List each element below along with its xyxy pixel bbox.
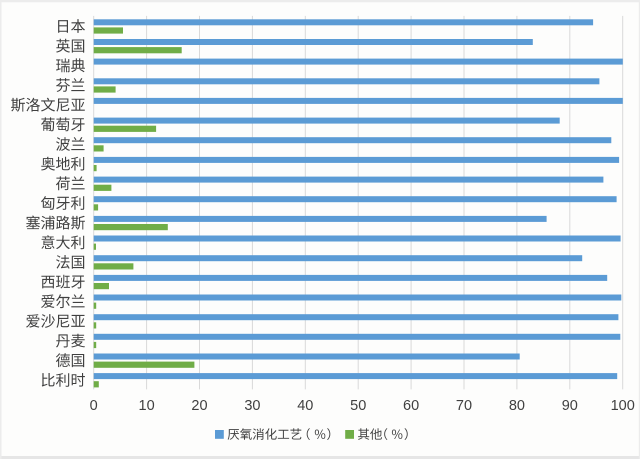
svg-text:40: 40 (297, 398, 313, 414)
svg-text:100: 100 (611, 398, 635, 414)
svg-text:60: 60 (403, 398, 419, 414)
svg-text:70: 70 (456, 398, 472, 414)
svg-text:0: 0 (90, 398, 98, 414)
svg-text:10: 10 (139, 398, 155, 414)
svg-text:90: 90 (562, 398, 578, 414)
svg-text:50: 50 (350, 398, 366, 414)
svg-text:20: 20 (191, 398, 207, 414)
svg-text:80: 80 (509, 398, 525, 414)
svg-text:30: 30 (244, 398, 260, 414)
